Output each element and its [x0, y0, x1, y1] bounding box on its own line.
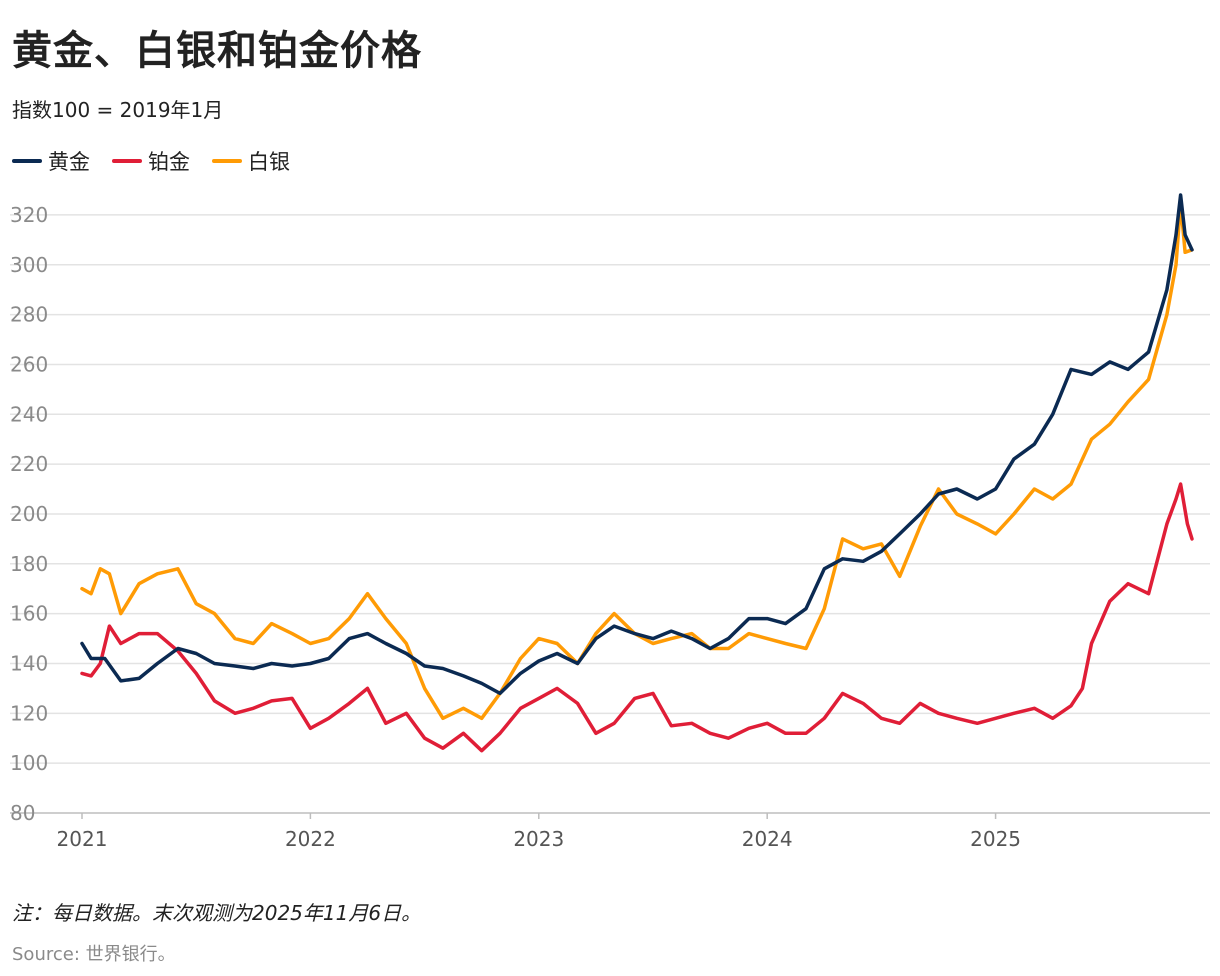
y-tick-label-220: 220 — [10, 452, 48, 476]
series-line-silver — [80, 200, 1194, 721]
legend-swatch-platinum — [112, 159, 142, 163]
chart-subtitle: 指数100 = 2019年1月 — [12, 98, 224, 122]
y-tick-label-320: 320 — [10, 203, 48, 227]
y-tick-label-80: 80 — [10, 801, 35, 825]
legend-label-platinum: 铂金 — [148, 150, 190, 174]
x-tick-label-2024: 2024 — [742, 827, 793, 851]
x-tick-label-2025: 2025 — [970, 827, 1021, 851]
y-tick-label-160: 160 — [10, 602, 48, 626]
legend-label-silver: 白银 — [248, 150, 290, 174]
legend-item-gold: 黄金 — [12, 146, 90, 176]
chart-note: 注：每日数据。末次观测为2025年11月6日。 — [12, 901, 422, 925]
y-tick-label-200: 200 — [10, 502, 48, 526]
legend: 黄金 铂金 白银 — [12, 146, 290, 176]
line-chart: 80 100 120 140 160 180 200 220 240 260 280 300 320 2… — [10, 193, 1210, 851]
x-tick-label-2021: 2021 — [57, 827, 108, 851]
y-tick-label-180: 180 — [10, 552, 48, 576]
y-axis-ticks: 80 100 120 140 160 180 200 220 240 260 280 300 320 — [10, 203, 48, 825]
series-lines — [80, 193, 1194, 753]
legend-item-silver: 白银 — [212, 146, 290, 176]
y-tick-label-140: 140 — [10, 651, 48, 675]
legend-swatch-silver — [212, 159, 242, 163]
y-tick-label-120: 120 — [10, 701, 48, 725]
series-line-platinum — [80, 482, 1194, 753]
y-tick-label-300: 300 — [10, 253, 48, 277]
legend-swatch-gold — [12, 159, 42, 163]
y-tick-label-100: 100 — [10, 751, 48, 775]
y-tick-label-260: 260 — [10, 352, 48, 376]
series-line-gold — [80, 193, 1194, 696]
x-axis-ticks: 2021 2022 2023 2024 2025 — [57, 813, 1021, 851]
grid-lines — [10, 214, 1210, 814]
legend-item-platinum: 铂金 — [112, 146, 190, 176]
y-tick-label-280: 280 — [10, 303, 48, 327]
chart-source: Source: 世界银行。 — [12, 944, 176, 965]
chart-title: 黄金、白银和铂金价格 — [12, 28, 422, 74]
x-tick-label-2023: 2023 — [513, 827, 564, 851]
legend-label-gold: 黄金 — [48, 150, 90, 174]
x-tick-label-2022: 2022 — [285, 827, 336, 851]
y-tick-label-240: 240 — [10, 402, 48, 426]
